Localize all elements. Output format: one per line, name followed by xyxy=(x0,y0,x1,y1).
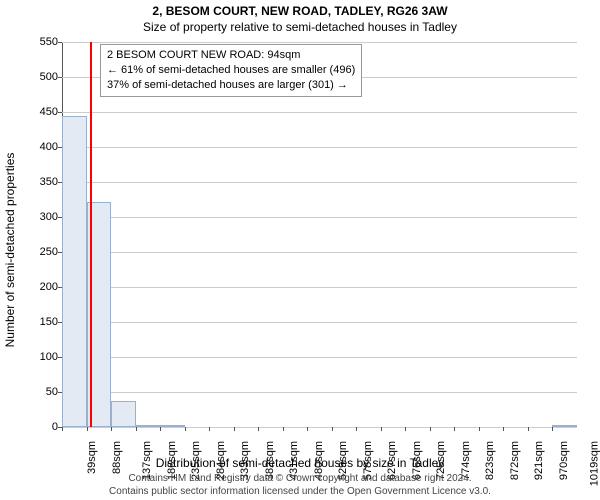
histogram-bar xyxy=(160,425,185,427)
x-tick-mark xyxy=(356,427,357,431)
y-tick-label: 150 xyxy=(28,316,58,328)
x-tick-mark xyxy=(185,427,186,431)
y-tick-label: 350 xyxy=(28,176,58,188)
y-tick-label: 0 xyxy=(28,421,58,433)
x-tick-mark xyxy=(307,427,308,431)
gridline xyxy=(62,147,577,148)
histogram-bar xyxy=(552,425,577,427)
y-tick-label: 400 xyxy=(28,141,58,153)
histogram-bar xyxy=(136,425,161,427)
x-tick-mark xyxy=(454,427,455,431)
y-tick-mark xyxy=(58,77,62,78)
footer: Contains HM Land Registry data © Crown c… xyxy=(0,472,600,498)
gridline xyxy=(62,217,577,218)
y-tick-mark xyxy=(58,322,62,323)
x-tick-mark xyxy=(430,427,431,431)
y-tick-mark xyxy=(58,217,62,218)
chart-container: 2, BESOM COURT, NEW ROAD, TADLEY, RG26 3… xyxy=(0,0,600,500)
y-tick-mark xyxy=(58,392,62,393)
x-tick-mark xyxy=(160,427,161,431)
gridline xyxy=(62,427,577,428)
gridline xyxy=(62,322,577,323)
y-tick-label: 250 xyxy=(28,246,58,258)
x-axis-label: Distribution of semi-detached houses by … xyxy=(0,456,600,470)
x-tick-mark xyxy=(405,427,406,431)
y-tick-mark xyxy=(58,287,62,288)
gridline xyxy=(62,357,577,358)
gridline xyxy=(62,42,577,43)
annotation-line: 37% of semi-detached houses are larger (… xyxy=(107,78,355,93)
y-tick-label: 450 xyxy=(28,106,58,118)
x-tick-mark xyxy=(87,427,88,431)
y-tick-mark xyxy=(58,147,62,148)
gridline xyxy=(62,392,577,393)
annotation-line: 2 BESOM COURT NEW ROAD: 94sqm xyxy=(107,48,355,63)
footer-line-1: Contains HM Land Registry data © Crown c… xyxy=(0,472,600,485)
x-tick-mark xyxy=(528,427,529,431)
plot-area: 2 BESOM COURT NEW ROAD: 94sqm← 61% of se… xyxy=(62,42,577,427)
marker-line xyxy=(90,42,92,427)
y-tick-label: 500 xyxy=(28,71,58,83)
x-tick-mark xyxy=(234,427,235,431)
x-tick-mark xyxy=(332,427,333,431)
x-tick-mark xyxy=(136,427,137,431)
chart-subtitle: Size of property relative to semi-detach… xyxy=(0,20,600,34)
x-tick-mark xyxy=(258,427,259,431)
x-tick-mark xyxy=(283,427,284,431)
x-tick-mark xyxy=(479,427,480,431)
y-tick-label: 50 xyxy=(28,386,58,398)
annotation-line: ← 61% of semi-detached houses are smalle… xyxy=(107,63,355,78)
gridline xyxy=(62,112,577,113)
histogram-bar xyxy=(62,116,87,428)
x-tick-mark xyxy=(552,427,553,431)
gridline xyxy=(62,287,577,288)
x-tick-mark xyxy=(209,427,210,431)
y-tick-label: 550 xyxy=(28,36,58,48)
gridline xyxy=(62,252,577,253)
chart-title: 2, BESOM COURT, NEW ROAD, TADLEY, RG26 3… xyxy=(0,4,600,18)
y-tick-mark xyxy=(58,112,62,113)
y-tick-label: 300 xyxy=(28,211,58,223)
x-tick-mark xyxy=(503,427,504,431)
x-tick-mark xyxy=(111,427,112,431)
y-tick-mark xyxy=(58,357,62,358)
y-tick-mark xyxy=(58,42,62,43)
y-tick-label: 200 xyxy=(28,281,58,293)
gridline xyxy=(62,182,577,183)
annotation-box: 2 BESOM COURT NEW ROAD: 94sqm← 61% of se… xyxy=(100,44,362,97)
x-tick-mark xyxy=(381,427,382,431)
y-tick-mark xyxy=(58,252,62,253)
histogram-bar xyxy=(111,401,136,427)
y-axis-label: Number of semi-detached properties xyxy=(3,153,17,348)
footer-line-2: Contains public sector information licen… xyxy=(0,485,600,498)
x-tick-mark xyxy=(62,427,63,431)
y-tick-label: 100 xyxy=(28,351,58,363)
y-tick-mark xyxy=(58,182,62,183)
